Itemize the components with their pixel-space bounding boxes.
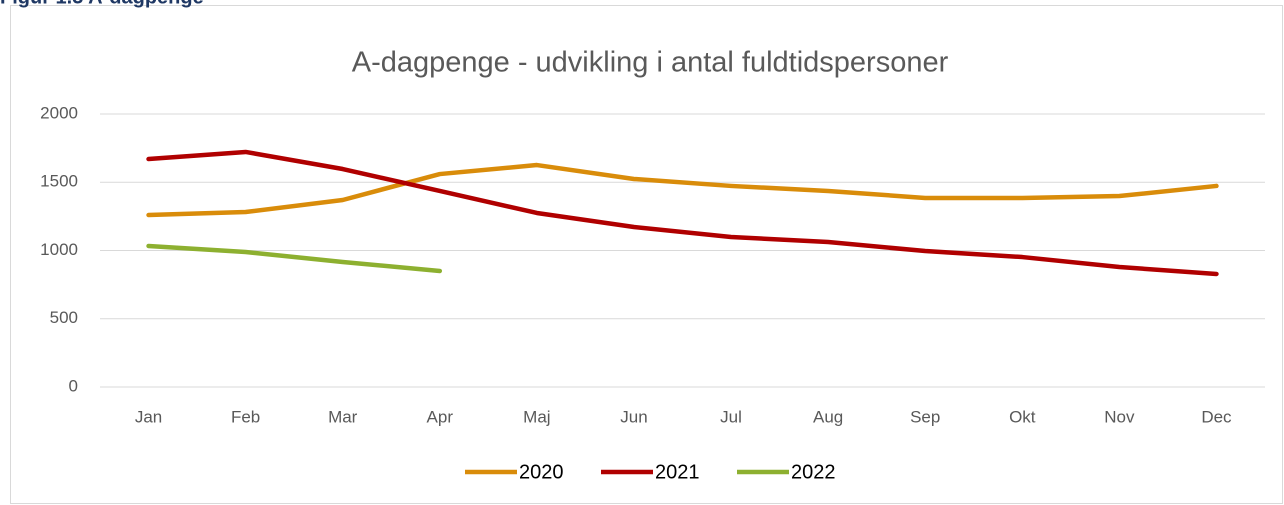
y-tick-label: 1500 (40, 172, 78, 191)
x-tick-label: Maj (523, 407, 550, 426)
x-tick-label: Jan (135, 407, 162, 426)
x-tick-label: Okt (1009, 407, 1036, 426)
line-series (146, 149, 1219, 277)
line-series (146, 243, 443, 274)
y-tick-label: 1000 (40, 240, 78, 259)
legend-label: 2020 (519, 461, 564, 483)
chart-title: A-dagpenge - udvikling i antal fuldtidsp… (352, 47, 949, 79)
line-series (146, 162, 1219, 218)
x-tick-label: Nov (1104, 407, 1135, 426)
x-tick-label: Feb (231, 407, 260, 426)
chart-frame (10, 5, 1283, 504)
figure-label: Figur 1.3 A-dagpenge (0, 0, 204, 8)
legend-label: 2021 (655, 461, 700, 483)
x-tick-label: Jul (720, 407, 742, 426)
x-tick-label: Mar (328, 407, 358, 426)
x-tick-label: Apr (427, 407, 454, 426)
x-tick-label: Sep (910, 407, 940, 426)
x-tick-label: Aug (813, 407, 843, 426)
legend-label: 2022 (791, 461, 836, 483)
y-tick-label: 2000 (40, 103, 78, 122)
x-tick-label: Jun (620, 407, 647, 426)
y-tick-label: 0 (69, 376, 78, 395)
y-tick-label: 500 (50, 308, 78, 327)
x-tick-label: Dec (1201, 407, 1232, 426)
